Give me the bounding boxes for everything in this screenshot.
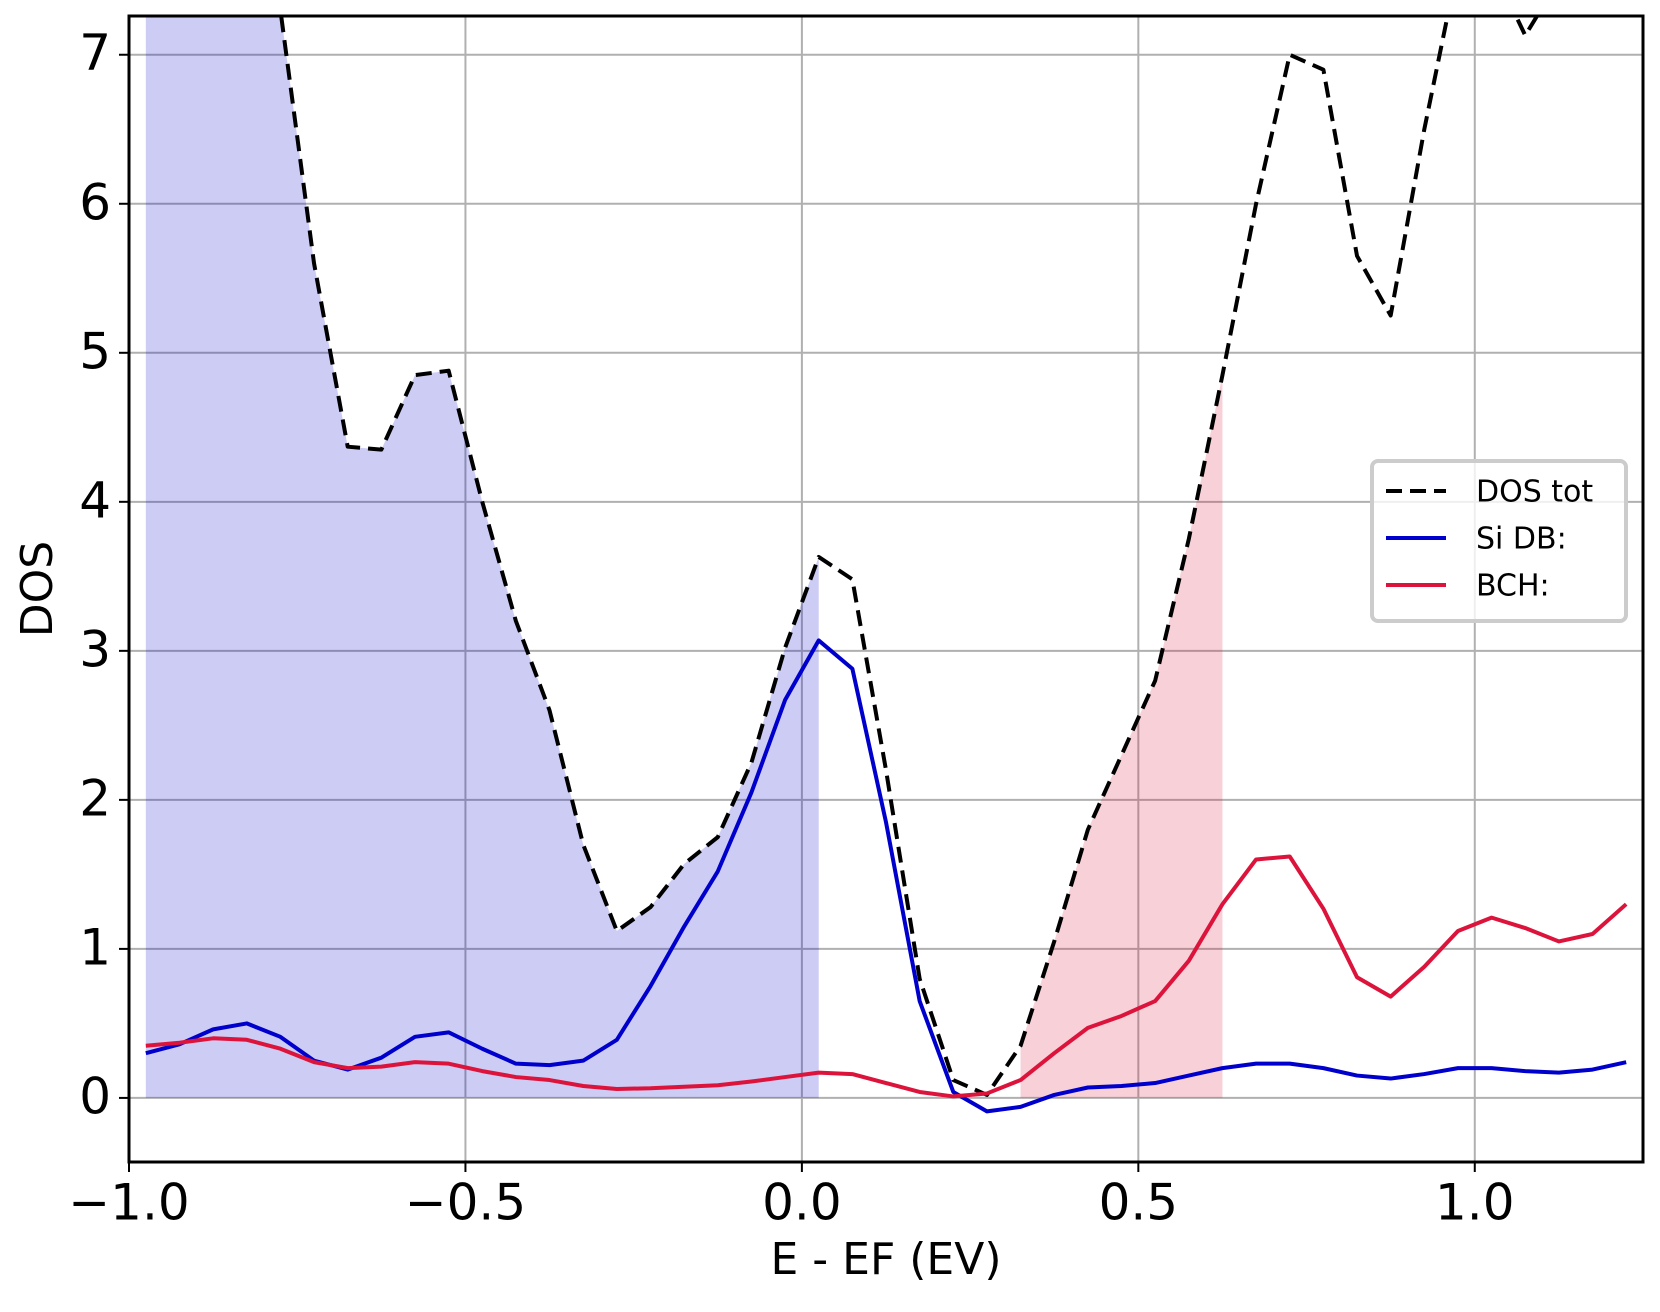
x-tick-label: 0.0 xyxy=(762,1174,842,1232)
series-line xyxy=(145,638,1627,1114)
y-tick-label: 5 xyxy=(79,322,111,380)
x-tick-label: 1.0 xyxy=(1435,1174,1515,1232)
y-tick-label: 4 xyxy=(79,471,111,529)
x-tick-label: −1.0 xyxy=(68,1174,189,1232)
y-tick-label: 0 xyxy=(79,1067,111,1125)
fill-area xyxy=(145,16,819,1098)
legend-label: Si DB: xyxy=(1476,522,1567,557)
x-axis-label: E - EF (EV) xyxy=(771,1234,1002,1285)
legend-box xyxy=(1370,459,1628,623)
series-line xyxy=(279,16,1540,1097)
y-tick-label: 2 xyxy=(79,769,111,827)
x-tick-label: −0.5 xyxy=(405,1174,526,1232)
y-tick-label: 3 xyxy=(79,620,111,678)
x-tick-label: 0.5 xyxy=(1099,1174,1179,1232)
legend-label: DOS tot xyxy=(1476,475,1593,510)
plot-area xyxy=(129,16,1643,1162)
series-line xyxy=(145,854,1628,1099)
fill-area xyxy=(1020,375,1223,1098)
y-axis-label: DOS xyxy=(12,541,63,637)
legend-label: BCH: xyxy=(1476,569,1550,604)
y-tick-label: 1 xyxy=(79,918,111,976)
axes-frame xyxy=(127,14,1645,1164)
y-tick-label: 6 xyxy=(79,173,111,231)
y-tick-label: 7 xyxy=(79,24,111,82)
